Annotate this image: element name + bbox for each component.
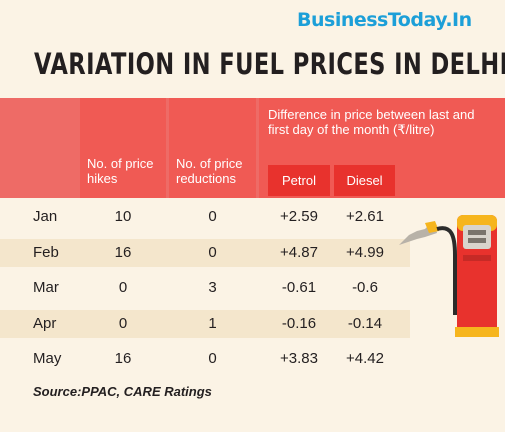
diesel-diff-cell: +2.61 [346, 208, 384, 225]
hikes-cell: 0 [118, 314, 128, 332]
diesel-diff-cell: -0.6 [352, 279, 378, 296]
reductions-cell: 1 [208, 314, 217, 332]
table-row: May 16 0 +3.83 +4.42 [0, 345, 410, 373]
header-col-hikes [80, 98, 166, 198]
petrol-diff-cell: +3.83 [280, 350, 318, 367]
brand-logo: BusinessToday.In [297, 9, 472, 31]
table-row: Feb 16 0 +4.87 +4.99 [0, 238, 410, 267]
header-difference: Difference in price between last and fir… [268, 107, 475, 137]
header-reductions: No. of price reductions [176, 156, 243, 186]
petrol-diff-cell: +4.87 [280, 243, 318, 261]
month-cell: Jan [33, 208, 58, 225]
chart-title: VARIATION IN FUEL PRICES IN DELHI [34, 47, 505, 81]
header-diesel: Diesel [334, 165, 395, 196]
petrol-diff-cell: -0.61 [281, 279, 317, 296]
hikes-cell: 16 [114, 350, 132, 367]
reductions-cell: 0 [208, 243, 217, 261]
month-cell: Feb [33, 243, 59, 261]
petrol-diff-cell: -0.16 [281, 314, 317, 332]
fuel-pump-icon [399, 215, 499, 337]
petrol-diff-cell: +2.59 [280, 208, 318, 225]
month-cell: Apr [33, 314, 57, 332]
reductions-cell: 0 [208, 208, 217, 225]
table-row: Jan 10 0 +2.59 +2.61 [0, 203, 410, 231]
header-petrol: Petrol [268, 165, 330, 196]
diesel-diff-cell: -0.14 [347, 314, 383, 332]
reductions-cell: 0 [208, 350, 217, 367]
reductions-cell: 3 [208, 279, 217, 296]
hikes-cell: 16 [114, 243, 132, 261]
month-cell: Mar [33, 279, 59, 296]
month-cell: May [33, 350, 62, 367]
hikes-cell: 0 [118, 279, 128, 296]
header-hikes: No. of price hikes [87, 156, 154, 186]
diesel-diff-cell: +4.42 [346, 350, 384, 367]
source-note: Source:PPAC, CARE Ratings [33, 384, 212, 399]
diesel-diff-cell: +4.99 [346, 243, 384, 261]
header-col-reductions [169, 98, 256, 198]
table-row: Mar 0 3 -0.61 -0.6 [0, 274, 410, 302]
table-row: Apr 0 1 -0.16 -0.14 [0, 309, 410, 338]
hikes-cell: 10 [114, 208, 132, 225]
